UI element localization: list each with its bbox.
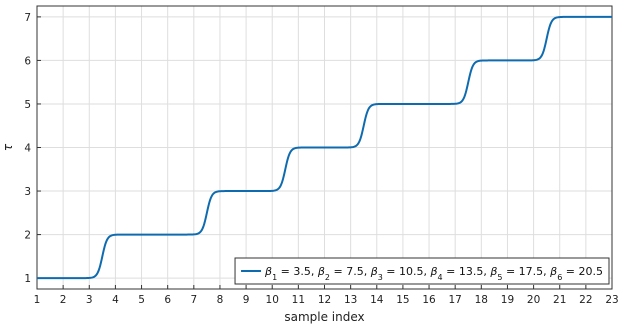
x-tick-label: 21 xyxy=(553,294,566,306)
x-tick-label: 4 xyxy=(112,294,119,306)
ticks-layer: 1 2 3 4 5 6 7 8 9 10 11 12 13 14 15 16 17 18 19 20 21 22 23123… xyxy=(24,12,618,306)
x-tick-label: 2 xyxy=(60,294,67,306)
x-tick-label: 15 xyxy=(396,294,409,306)
x-tick-label: 1 xyxy=(34,294,41,306)
legend-entry: β1 = 3.5, β2 = 7.5, β3 = 10.5, β4 = 13.5… xyxy=(264,265,603,282)
y-tick-label: 2 xyxy=(24,230,31,242)
legend: β1 = 3.5, β2 = 7.5, β3 = 10.5, β4 = 13.5… xyxy=(234,257,610,285)
y-tick-label: 3 xyxy=(24,186,31,198)
legend-box xyxy=(234,257,610,285)
x-tick-label: 19 xyxy=(501,294,514,306)
x-tick-label: 22 xyxy=(579,294,592,306)
x-tick-label: 8 xyxy=(217,294,224,306)
x-tick-label: 12 xyxy=(318,294,331,306)
x-tick-label: 18 xyxy=(475,294,488,306)
x-tick-label: 13 xyxy=(344,294,357,306)
x-tick-label: 6 xyxy=(164,294,171,306)
y-tick-label: 6 xyxy=(24,55,31,67)
x-tick-label: 23 xyxy=(605,294,618,306)
x-tick-label: 5 xyxy=(138,294,145,306)
y-axis-label: τ xyxy=(1,143,15,151)
x-axis-label: sample index xyxy=(284,310,364,324)
x-tick-label: 17 xyxy=(448,294,461,306)
x-tick-label: 9 xyxy=(243,294,250,306)
y-tick-label: 7 xyxy=(24,12,31,24)
y-tick-label: 5 xyxy=(24,99,31,111)
series-line xyxy=(37,15,612,280)
y-tick-label: 4 xyxy=(24,143,31,155)
x-tick-label: 7 xyxy=(190,294,197,306)
x-tick-label: 16 xyxy=(422,294,436,306)
x-tick-label: 11 xyxy=(292,294,305,306)
y-tick-label: 1 xyxy=(24,273,31,285)
x-tick-label: 14 xyxy=(370,294,384,306)
x-tick-label: 3 xyxy=(86,294,93,306)
x-tick-label: 20 xyxy=(527,294,540,306)
x-tick-label: 10 xyxy=(266,294,279,306)
